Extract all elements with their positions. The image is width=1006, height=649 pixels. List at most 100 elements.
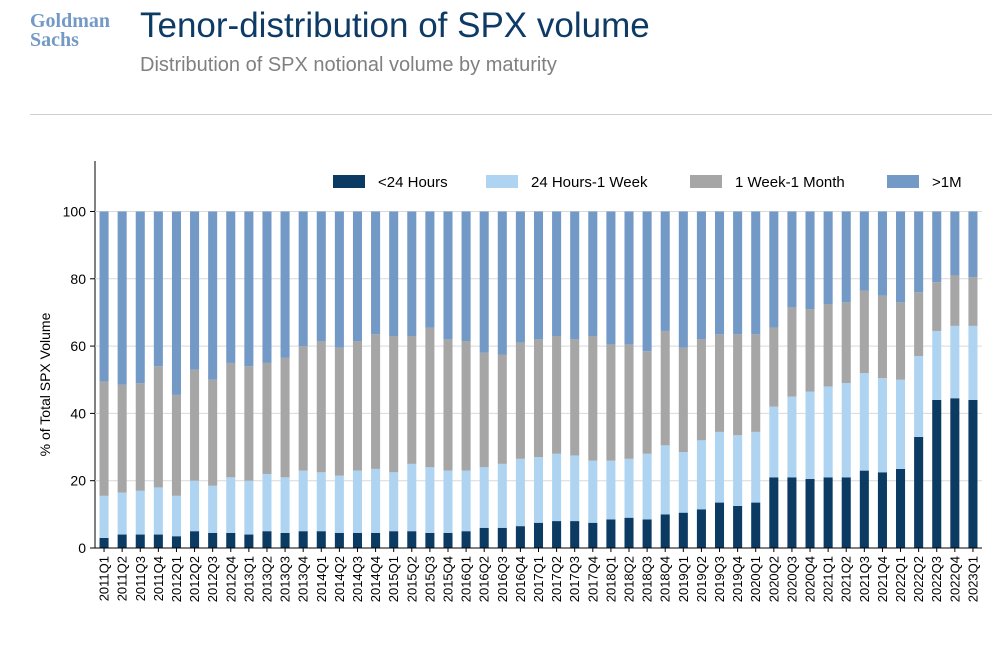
x-tick-label: 2019Q3: [712, 556, 727, 602]
bar-segment: [497, 211, 507, 355]
bar-segment: [769, 211, 779, 328]
bar-segment: [461, 341, 471, 471]
bar-segment: [171, 394, 181, 496]
bar-segment: [932, 399, 942, 548]
bar-segment: [171, 495, 181, 537]
bar-segment: [570, 339, 580, 456]
bar-segment: [859, 470, 869, 548]
x-tick-label: 2021Q3: [857, 556, 872, 602]
bar-segment: [425, 211, 435, 328]
x-tick-label: 2015Q1: [386, 556, 401, 602]
bar-segment: [896, 468, 906, 548]
bar-segment: [99, 381, 109, 496]
bar-segment: [859, 211, 869, 291]
bar-segment: [733, 505, 743, 548]
bar-segment: [171, 536, 181, 548]
bar-segment: [606, 460, 616, 520]
y-tick-label: 60: [70, 338, 86, 354]
bar-segment: [407, 463, 417, 532]
bar-segment: [334, 475, 344, 533]
x-tick-label: 2020Q4: [803, 556, 818, 602]
bar-segment: [371, 211, 381, 335]
bar-segment: [950, 275, 960, 326]
bar-segment: [841, 302, 851, 384]
bar-segment: [823, 304, 833, 387]
bar-segment: [606, 519, 616, 548]
bar-segment: [642, 453, 652, 520]
legend-label: <24 Hours: [378, 174, 448, 191]
bar-segment: [678, 452, 688, 513]
bar-segment: [950, 211, 960, 276]
legend-label: >1M: [932, 174, 962, 191]
bar-segment: [407, 211, 417, 336]
bar-segment: [515, 211, 525, 343]
bar-segment: [352, 211, 363, 342]
bar-segment: [389, 211, 399, 336]
x-tick-label: 2022Q3: [929, 556, 944, 602]
x-tick-label: 2014Q4: [368, 556, 383, 602]
bar-segment: [461, 211, 471, 342]
bar-segment: [208, 379, 218, 486]
bar-segment: [425, 532, 435, 548]
bar-segment: [135, 211, 145, 384]
y-tick-label: 100: [63, 203, 87, 219]
goldman-sachs-logo: Goldman Sachs: [30, 11, 110, 50]
bar-segment: [135, 534, 145, 548]
bar-segment: [244, 366, 254, 481]
y-tick-label: 80: [70, 271, 86, 287]
bar-segment: [787, 307, 797, 397]
x-tick-label: 2017Q2: [549, 556, 564, 602]
bar-segment: [823, 211, 833, 305]
x-tick-label: 2011Q1: [97, 556, 112, 601]
bar-segment: [714, 211, 725, 335]
bar-segment: [823, 477, 833, 548]
bar-segment: [533, 522, 544, 548]
bar-segment: [751, 431, 761, 503]
bar-segment: [968, 277, 978, 326]
bar-segment: [352, 341, 363, 471]
x-tick-label: 2021Q4: [875, 556, 890, 602]
x-tick-label: 2014Q1: [314, 556, 329, 602]
bar-segment: [805, 211, 815, 310]
bar-segment: [334, 532, 344, 548]
bar-segment: [461, 470, 471, 532]
bar-segment: [624, 211, 634, 345]
bar-segment: [660, 514, 670, 548]
bar-segment: [932, 211, 942, 283]
bar-segment: [479, 211, 489, 353]
bar-segment: [660, 330, 670, 446]
bar-segment: [533, 211, 544, 340]
y-tick-label: 0: [78, 540, 86, 556]
bar-segment: [914, 436, 924, 548]
bar-segment: [371, 532, 381, 548]
bar-segment: [135, 383, 145, 491]
bar-segment: [805, 479, 815, 548]
bar-segment: [642, 211, 652, 352]
x-tick-label: 2013Q2: [259, 556, 274, 602]
bar-segment: [371, 468, 381, 533]
bar-segment: [696, 440, 706, 510]
bar-segment: [515, 526, 525, 548]
bar-segment: [226, 211, 236, 363]
x-tick-label: 2019Q4: [730, 556, 745, 602]
bar-segment: [226, 362, 236, 478]
x-tick-label: 2020Q1: [748, 556, 763, 602]
bar-segment: [642, 519, 652, 548]
y-axis-label: % of Total SPX Volume: [37, 312, 53, 456]
x-tick-label: 2017Q1: [531, 556, 546, 602]
bar-segment: [389, 531, 399, 548]
bar-segment: [389, 472, 399, 532]
bar-segment: [135, 490, 145, 535]
x-tick-label: 2018Q4: [658, 556, 673, 602]
bar-segment: [497, 463, 507, 528]
x-tick-label: 2017Q4: [585, 556, 600, 602]
bar-segment: [859, 373, 869, 471]
bar-segment: [479, 352, 489, 468]
bar-segment: [552, 211, 562, 336]
bar-segment: [298, 531, 308, 548]
bar-segment: [298, 211, 308, 347]
bar-segment: [280, 477, 290, 533]
legend-label: 24 Hours-1 Week: [531, 174, 648, 191]
x-tick-label: 2012Q2: [187, 556, 202, 602]
x-tick-label: 2016Q1: [459, 556, 474, 602]
